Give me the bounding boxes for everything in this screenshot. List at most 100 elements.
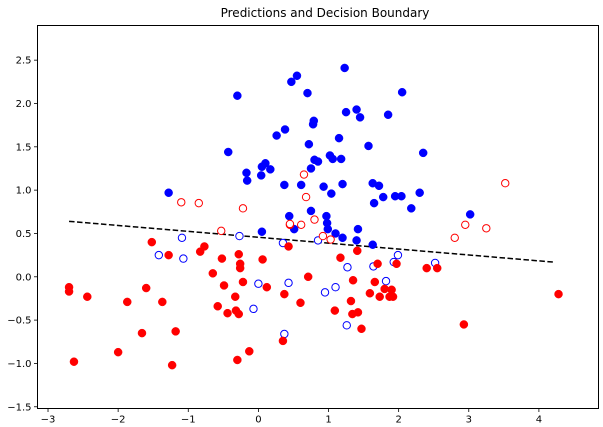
- hollow-red-point: [461, 220, 470, 229]
- filled-blue-point: [280, 180, 289, 190]
- filled-blue-point: [340, 63, 349, 73]
- filled-red-point: [303, 272, 313, 282]
- filled-red-point: [296, 298, 305, 308]
- filled-blue-point: [164, 188, 173, 197]
- y-tick-label: −1.5: [7, 402, 31, 413]
- y-tick-label: −0.5: [7, 316, 31, 327]
- filled-red-point: [353, 246, 362, 256]
- filled-blue-point: [319, 182, 328, 191]
- filled-red-point: [158, 297, 167, 307]
- chart-title: Predictions and Decision Boundary: [221, 6, 430, 20]
- filled-blue-point: [397, 87, 407, 97]
- filled-blue-point: [304, 139, 314, 149]
- hollow-blue-point: [343, 263, 352, 272]
- hollow-red-point: [299, 170, 309, 179]
- filled-red-point: [164, 250, 173, 260]
- filled-blue-point: [397, 191, 406, 201]
- filled-red-point: [262, 282, 272, 292]
- filled-blue-point: [306, 164, 316, 173]
- filled-blue-point: [261, 159, 270, 168]
- filled-red-point: [64, 287, 74, 296]
- filled-blue-point: [266, 165, 275, 174]
- filled-red-point: [258, 255, 267, 264]
- filled-blue-point: [233, 91, 242, 100]
- filled-red-point: [213, 302, 222, 311]
- filled-blue-point: [353, 224, 363, 234]
- hollow-red-point: [482, 224, 491, 233]
- hollow-red-point: [194, 198, 203, 208]
- filled-blue-point: [355, 113, 365, 122]
- filled-blue-point: [352, 105, 361, 114]
- filled-red-point: [200, 242, 209, 251]
- filled-red-point: [141, 283, 151, 293]
- filled-red-point: [459, 320, 469, 329]
- y-tick-label: 1.5: [16, 142, 32, 153]
- x-tick-label: −1: [181, 415, 196, 426]
- filled-red-point: [234, 309, 244, 319]
- filled-blue-point: [328, 154, 337, 164]
- y-axis-ticks: −1.5 −1.0 −0.5 0.0 0.5 1.0 1.5 2.0 2.5: [7, 56, 38, 413]
- filled-red-point: [217, 254, 227, 263]
- x-tick-label: 2: [395, 415, 401, 426]
- filled-red-point: [380, 284, 389, 294]
- hollow-red-point: [310, 215, 319, 224]
- filled-red-point: [348, 276, 358, 285]
- filled-blue-point: [223, 147, 233, 157]
- filled-red-point: [113, 347, 123, 357]
- y-tick-label: −1.0: [7, 359, 31, 370]
- y-tick-label: 0.5: [16, 229, 32, 240]
- filled-red-point: [375, 292, 384, 301]
- filled-blue-point: [465, 210, 475, 219]
- filled-blue-point: [327, 189, 336, 198]
- filled-blue-point: [242, 176, 252, 185]
- filled-red-point: [147, 237, 157, 247]
- filled-red-point: [336, 253, 345, 262]
- x-tick-label: −2: [111, 415, 126, 426]
- filled-blue-point: [341, 107, 351, 117]
- filled-blue-point: [338, 233, 347, 243]
- filled-red-point: [432, 263, 442, 273]
- hollow-blue-point: [284, 278, 293, 288]
- hollow-red-point: [217, 226, 226, 236]
- filled-blue-point: [334, 133, 344, 143]
- x-tick-label: 4: [536, 415, 542, 426]
- decision-boundary-layer: [68, 220, 553, 263]
- filled-blue-point: [272, 131, 281, 140]
- filled-blue-point: [331, 229, 340, 238]
- filled-red-point: [167, 360, 177, 370]
- hollow-blue-point: [179, 254, 188, 263]
- filled-red-point: [238, 277, 248, 287]
- filled-blue-point: [309, 116, 319, 126]
- hollow-red-point: [296, 220, 306, 229]
- filled-red-point: [219, 281, 229, 290]
- filled-red-point: [234, 250, 244, 259]
- filled-blue-point: [306, 206, 316, 216]
- hollow-red-point: [450, 233, 459, 242]
- filled-blue-point: [364, 141, 373, 151]
- hollow-blue-point: [320, 288, 330, 297]
- filled-blue-point: [369, 198, 379, 208]
- filled-blue-point: [313, 157, 323, 166]
- filled-red-point: [357, 324, 366, 334]
- filled-red-point: [554, 289, 563, 299]
- filled-blue-point: [284, 211, 294, 221]
- filled-red-point: [346, 296, 356, 306]
- filled-blue-point: [368, 240, 377, 249]
- filled-red-point: [123, 297, 132, 307]
- hollow-blue-point: [154, 250, 164, 260]
- hollow-blue-point: [342, 321, 351, 330]
- x-tick-label: −3: [41, 415, 56, 426]
- filled-blue-point: [383, 110, 393, 120]
- filled-red-point: [171, 327, 180, 336]
- hollow-blue-point: [177, 233, 187, 242]
- hollow-red-point: [285, 219, 295, 229]
- filled-red-point: [330, 306, 340, 315]
- x-tick-label: 0: [255, 415, 261, 426]
- filled-red-point: [353, 308, 363, 317]
- filled-red-point: [83, 292, 92, 301]
- points-layer: [64, 63, 563, 370]
- filled-red-point: [245, 347, 254, 356]
- filled-blue-point: [415, 188, 424, 197]
- hollow-red-point: [177, 198, 186, 207]
- hollow-blue-point: [280, 329, 289, 339]
